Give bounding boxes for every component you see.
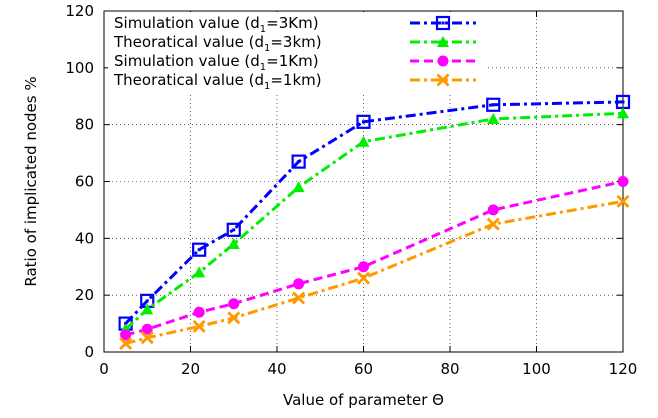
series-group	[118, 94, 631, 350]
y-tick-label: 40	[75, 229, 94, 247]
legend-label-subscript: 1	[264, 43, 270, 54]
y-tick-label: 60	[75, 173, 94, 191]
legend-item: Simulation value (d1=1Km)	[114, 52, 476, 73]
legend-label: Theoratical value (d1=3km)	[113, 33, 322, 54]
legend-item: Theoratical value (d1=3km)	[113, 33, 476, 54]
legend-label-part: Theoratical value (d	[113, 71, 264, 89]
legend-label-part: Simulation value (d	[114, 14, 260, 32]
x-tick-label: 0	[99, 360, 109, 378]
y-tick-label: 20	[75, 286, 94, 304]
series-4	[119, 194, 630, 350]
series-line	[125, 180, 624, 337]
data-point	[357, 271, 370, 285]
data-point	[486, 217, 500, 231]
series-3	[120, 176, 629, 341]
y-tick-label: 0	[84, 343, 94, 361]
data-point	[293, 278, 305, 290]
data-point	[617, 176, 629, 187]
data-point	[120, 329, 132, 341]
legend-label-part: =3km)	[270, 33, 321, 51]
data-point	[119, 336, 133, 350]
x-tick-label: 60	[354, 360, 373, 378]
data-point	[193, 266, 206, 278]
legend-label-part: Theoratical value (d	[113, 33, 264, 51]
x-tick-label: 100	[522, 360, 551, 378]
legend-marker	[436, 73, 450, 87]
x-tick-label: 20	[181, 360, 200, 378]
legend-label-part: =1Km)	[266, 52, 318, 70]
data-point	[487, 112, 500, 124]
data-point	[227, 311, 241, 325]
legend-label-part: =3Km)	[266, 14, 318, 32]
series-line	[125, 199, 624, 345]
data-point	[140, 331, 154, 345]
data-point	[291, 154, 306, 169]
legend-label: Simulation value (d1=3Km)	[114, 14, 319, 35]
x-tick-label: 80	[440, 360, 459, 378]
legend-marker	[435, 15, 451, 31]
x-tick-label: 40	[267, 360, 286, 378]
data-point	[193, 306, 205, 318]
legend-item: Simulation value (d1=3Km)	[114, 14, 476, 35]
legend-label-subscript: 1	[264, 81, 270, 92]
data-point	[228, 298, 240, 310]
y-axis-title: Ratio of implicated nodes %	[22, 76, 40, 286]
y-axis-ticks: 0 20 40 60 80 100 120	[65, 2, 623, 361]
series-line	[124, 111, 624, 331]
data-point	[616, 194, 630, 208]
legend-marker	[437, 55, 449, 67]
series-2	[119, 107, 629, 335]
legend-label: Theoratical value (d1=1km)	[113, 71, 322, 92]
series-line	[124, 100, 624, 325]
data-point	[141, 323, 153, 335]
legend-item: Theoratical value (d1=1km)	[113, 71, 476, 92]
data-point	[487, 204, 499, 216]
data-point	[292, 291, 306, 305]
legend: Simulation value (d1=3Km)Theoratical val…	[108, 12, 488, 92]
legend-label-subscript: 1	[260, 24, 266, 35]
series-1	[118, 94, 631, 331]
data-point	[227, 238, 240, 250]
legend-label: Simulation value (d1=1Km)	[114, 52, 319, 73]
y-tick-label: 120	[65, 2, 94, 20]
data-point	[141, 303, 154, 315]
legend-label-part: Simulation value (d	[114, 52, 260, 70]
x-tick-label: 120	[609, 360, 638, 378]
data-point	[486, 97, 501, 112]
data-point	[192, 319, 206, 333]
x-axis-ticks: 0 20 40 60 80 100 120	[99, 11, 637, 378]
data-point	[358, 261, 369, 273]
data-point	[356, 114, 371, 129]
data-point	[226, 222, 241, 237]
data-point	[357, 135, 370, 147]
data-point	[292, 181, 305, 193]
y-tick-label: 100	[65, 59, 94, 77]
x-axis-title: Value of parameter Θ	[283, 391, 444, 409]
legend-label-part: =1km)	[270, 71, 321, 89]
data-point	[192, 242, 207, 257]
legend-marker	[437, 36, 449, 47]
data-point	[617, 107, 629, 119]
y-tick-label: 80	[75, 116, 94, 134]
legend-label-subscript: 1	[260, 62, 266, 73]
